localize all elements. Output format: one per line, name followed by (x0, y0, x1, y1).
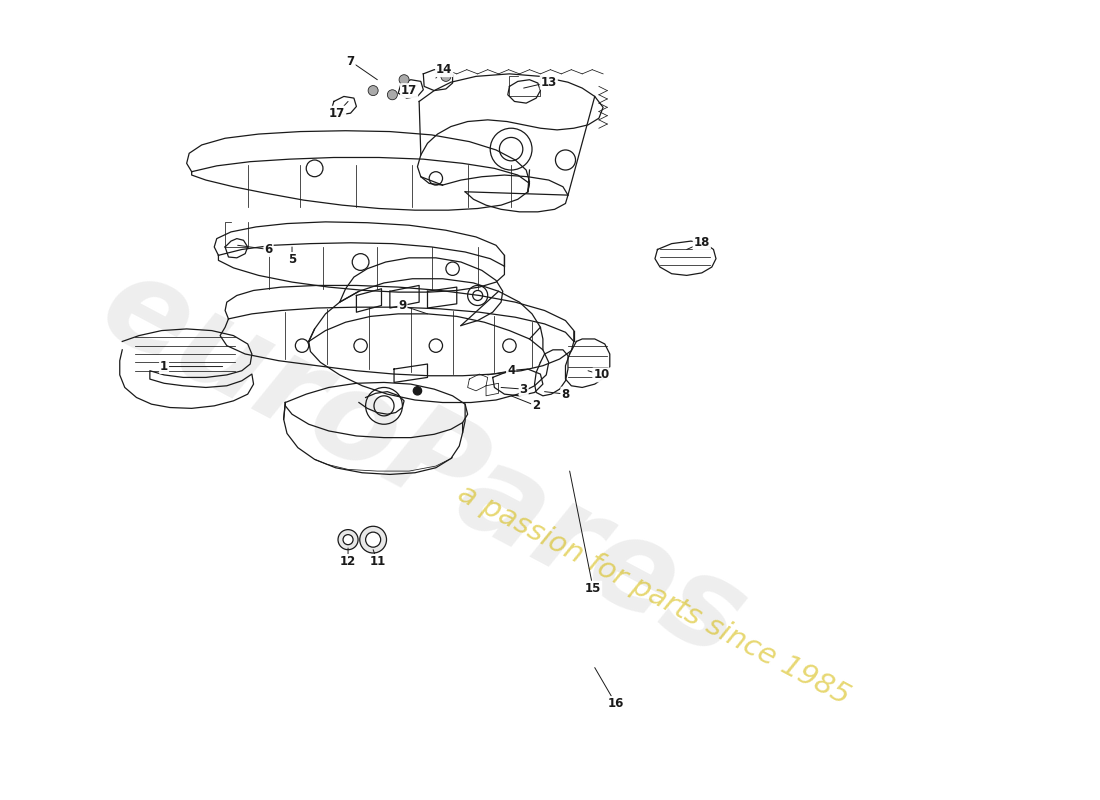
Circle shape (441, 71, 451, 82)
Text: 3: 3 (502, 382, 528, 396)
Circle shape (360, 526, 386, 553)
Text: 2: 2 (512, 396, 540, 412)
Circle shape (338, 530, 359, 550)
Circle shape (399, 74, 409, 85)
Circle shape (368, 86, 378, 96)
Text: 5: 5 (288, 247, 296, 266)
Text: 17: 17 (402, 84, 418, 97)
Circle shape (343, 534, 353, 545)
Text: a passion for parts since 1985: a passion for parts since 1985 (452, 479, 854, 710)
Circle shape (365, 532, 381, 547)
Circle shape (414, 386, 421, 395)
Circle shape (387, 90, 397, 100)
Text: 18: 18 (686, 236, 710, 250)
Text: 15: 15 (570, 471, 602, 594)
Text: 9: 9 (398, 299, 428, 314)
Text: 11: 11 (370, 550, 385, 568)
Text: 16: 16 (595, 668, 624, 710)
Text: 6: 6 (238, 243, 273, 256)
Text: 4: 4 (487, 364, 515, 378)
Text: 7: 7 (346, 55, 377, 80)
Text: 14: 14 (436, 63, 452, 78)
Text: 1: 1 (160, 360, 222, 373)
Text: euroPares: euroPares (81, 243, 766, 684)
Text: 8: 8 (544, 388, 570, 401)
Text: 12: 12 (340, 548, 356, 568)
Text: 10: 10 (588, 369, 609, 382)
Text: 13: 13 (524, 76, 557, 89)
Text: 17: 17 (329, 102, 348, 120)
